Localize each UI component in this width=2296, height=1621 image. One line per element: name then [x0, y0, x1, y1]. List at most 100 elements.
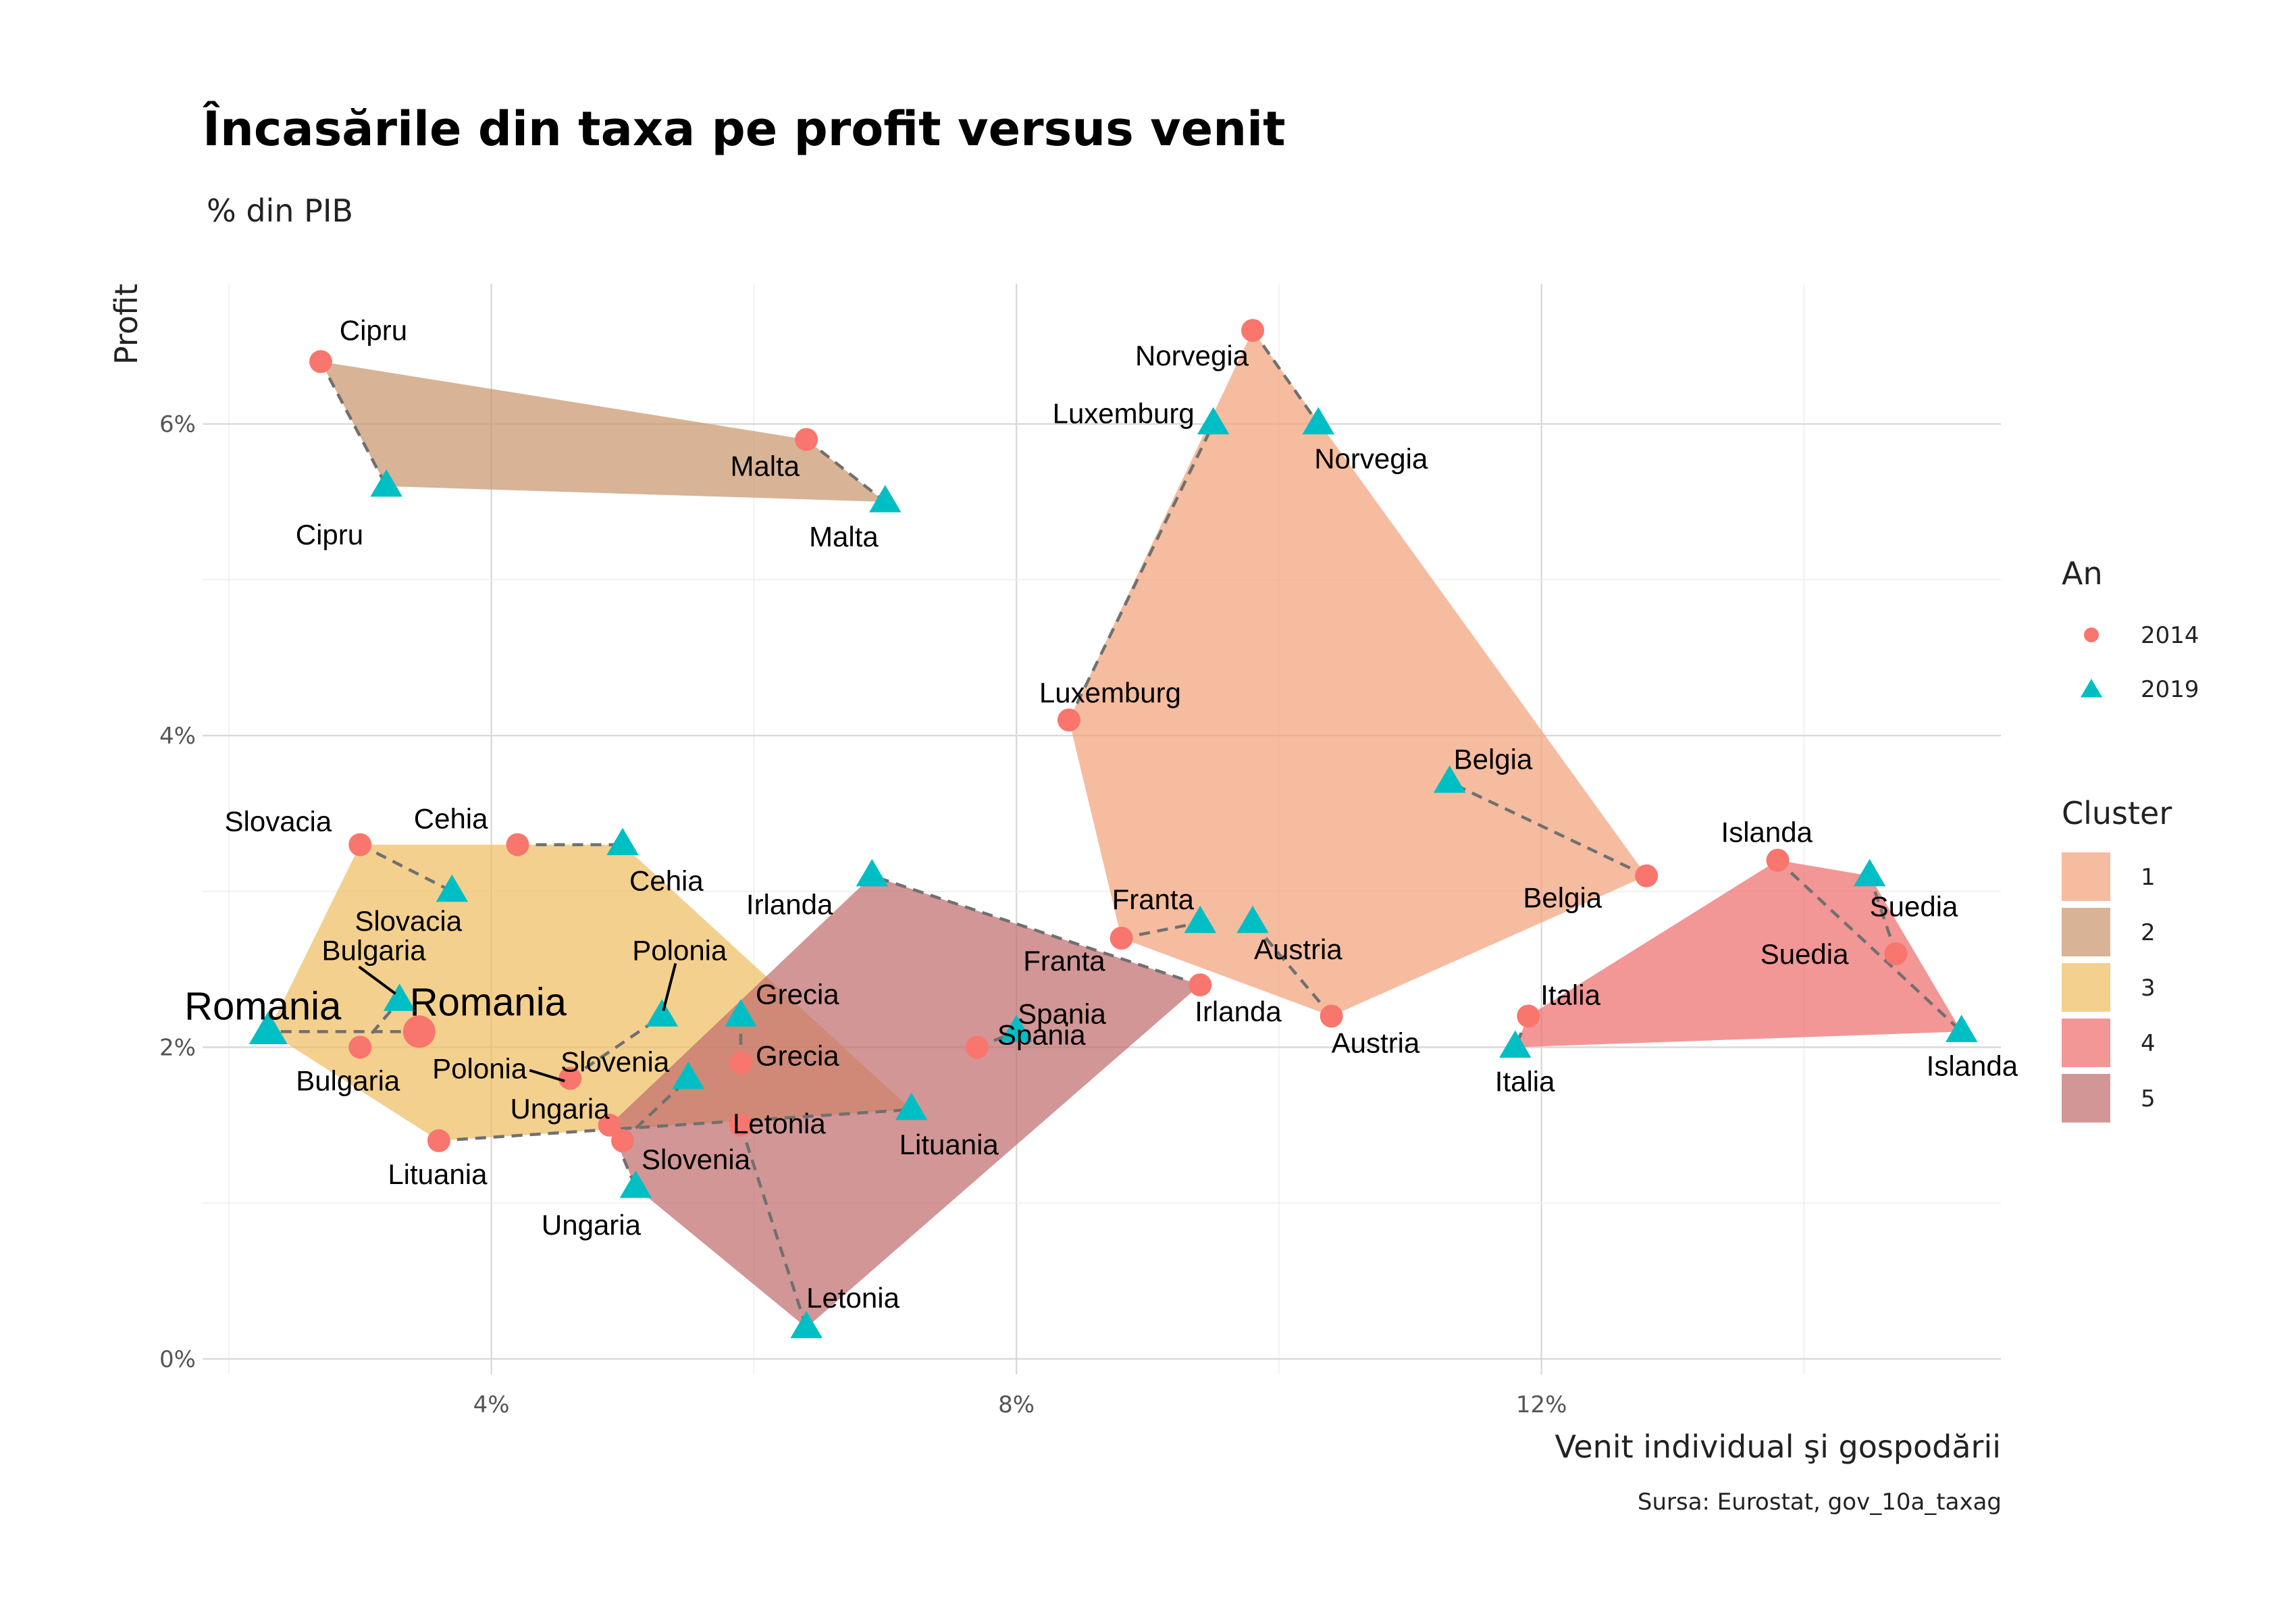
legend-cluster-label: 2: [2141, 919, 2156, 946]
y-axis-title: Profit: [108, 284, 145, 365]
point-label: Islanda: [1721, 817, 1813, 848]
point-label: Franta: [1023, 945, 1105, 977]
point-label: Italia: [1540, 979, 1600, 1010]
point-label: Lituania: [899, 1129, 999, 1160]
point-2014-cehia: [506, 833, 529, 856]
legend-cluster-swatch: [2062, 852, 2110, 901]
point-2014-irlanda: [1189, 973, 1212, 997]
legend-cluster-label: 4: [2141, 1030, 2156, 1057]
point-label: Letonia: [806, 1282, 899, 1314]
point-2019-polonia: [646, 999, 679, 1027]
point-2014-italia: [1517, 1004, 1540, 1028]
point-2019-ungaria: [619, 1170, 652, 1198]
point-2019-grecia: [725, 999, 757, 1027]
legend-an-label: 2014: [2141, 622, 2199, 649]
point-label: Ungaria: [542, 1209, 642, 1241]
point-label: Slovacia: [224, 806, 332, 838]
point-2014-slovacia: [348, 833, 372, 856]
point-label: Cehia: [629, 865, 704, 897]
point-2019-irlanda: [856, 858, 889, 887]
legend-cluster-swatch: [2062, 1074, 2110, 1123]
point-label: Belgia: [1523, 882, 1602, 914]
point-label: Cehia: [414, 803, 488, 835]
point-2014-islanda: [1766, 848, 1790, 872]
point-label: Norvegia: [1314, 443, 1428, 475]
point-label: Spania: [1018, 998, 1106, 1029]
legend-an-label: 2019: [2141, 676, 2199, 703]
connector-lituania: [438, 1108, 912, 1143]
chart-caption: Sursa: Eurostat, gov_10a_taxag: [1637, 1489, 2002, 1516]
point-label: Belgia: [1454, 743, 1533, 775]
connector-cipru: [319, 361, 388, 487]
point-2014-suedia: [1884, 942, 1908, 966]
cluster-hull-5: [609, 875, 1201, 1328]
connector-suedia: [1868, 875, 1898, 954]
point-2019-lituania: [895, 1092, 928, 1121]
connector-malta: [805, 438, 887, 503]
point-2014-norvegia: [1241, 319, 1265, 342]
point-label: Irlanda: [746, 889, 833, 921]
chart-subtitle: % din PIB: [207, 192, 353, 229]
chart-title: Încasările din taxa pe profit versus ven…: [203, 101, 1286, 157]
point-2019-spania: [1000, 1014, 1033, 1042]
point-2014-polonia: [558, 1066, 582, 1090]
legend-an-key-circle: [2084, 627, 2099, 642]
legend-an-key-triangle: [2080, 679, 2103, 698]
axis-ticks: 4% 8% 12% 0% 2% 4% 6%: [159, 411, 1567, 1418]
legend-cluster-title: Cluster: [2062, 795, 2172, 831]
cluster-hull-1: [1068, 330, 1647, 1017]
point-label: Grecia: [756, 978, 839, 1010]
data-points: [249, 319, 1978, 1339]
point-2019-romania: [249, 1011, 288, 1045]
x-tick-label: 4%: [473, 1391, 510, 1418]
point-2019-islanda: [1945, 1014, 1978, 1042]
point-label: Luxemburg: [1039, 677, 1181, 709]
point-2014-franta: [1110, 927, 1133, 950]
point-2014-cipru: [309, 350, 332, 374]
legend-cluster-label: 1: [2141, 864, 2156, 891]
legend-cluster-label: 5: [2141, 1085, 2156, 1112]
point-label: Cipru: [340, 314, 407, 346]
y-tick-label: 2%: [159, 1035, 196, 1062]
point-label: Malta: [809, 521, 879, 552]
x-axis-title: Venit individual şi gospodării: [1555, 1429, 2001, 1465]
point-label: Ungaria: [510, 1093, 610, 1125]
connector-austria: [1251, 921, 1333, 1017]
point-label: Irlanda: [1195, 996, 1282, 1027]
connector-islanda: [1777, 858, 1963, 1033]
leader-line-bulgaria: [358, 965, 396, 995]
point-2019-bulgaria: [383, 983, 416, 1011]
cluster-hull-2: [320, 361, 885, 502]
point-2019-austria: [1236, 905, 1269, 933]
point-label: Letonia: [733, 1108, 826, 1139]
point-labels: Cipru Cipru Malta Malta Norvegia Norvegia Luxe…: [184, 314, 2018, 1313]
leader-line-polonia-2019: [662, 962, 677, 1011]
point-label: Romania: [184, 984, 342, 1028]
y-tick-label: 4%: [159, 723, 196, 750]
y-tick-label: 6%: [159, 411, 196, 438]
point-label: Luxemburg: [1053, 398, 1195, 430]
point-2019-cehia: [606, 827, 639, 856]
point-label: Austria: [1254, 933, 1342, 965]
cluster-hulls: [268, 330, 1962, 1328]
connector-franta: [1121, 921, 1201, 940]
point-2019-suedia: [1853, 858, 1886, 887]
legend-cluster-swatch: [2062, 963, 2110, 1012]
point-2014-belgia: [1635, 864, 1659, 887]
point-2014-luxemburg: [1057, 709, 1080, 731]
point-label: Suedia: [1760, 938, 1849, 970]
point-label: Bulgaria: [322, 934, 427, 966]
connector-luxemburg: [1067, 423, 1215, 721]
point-2019-franta: [1184, 905, 1217, 933]
point-2019-malta: [869, 485, 902, 513]
point-2014-grecia: [729, 1051, 752, 1075]
point-label: Slovenia: [560, 1046, 670, 1078]
point-label: Italia: [1495, 1066, 1555, 1098]
legend-cluster-swatch: [2062, 1019, 2110, 1067]
point-label: Slovacia: [355, 905, 462, 937]
point-2014-malta: [795, 428, 818, 451]
point-label: Islanda: [1927, 1050, 2018, 1081]
point-label: Cipru: [296, 519, 363, 550]
point-2014-letonia: [729, 1113, 752, 1137]
point-2014-bulgaria: [348, 1035, 372, 1059]
